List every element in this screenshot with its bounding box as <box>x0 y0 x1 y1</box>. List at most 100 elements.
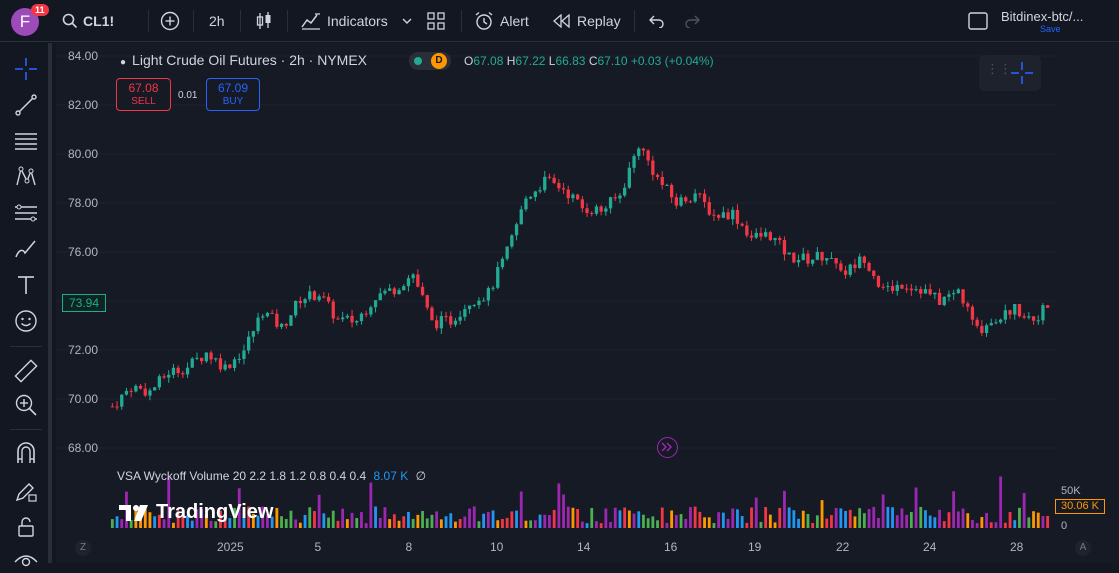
symbol-legend[interactable]: ● Light Crude Oil Futures · 2h · NYMEX <box>120 52 367 68</box>
text-tool[interactable] <box>12 271 40 299</box>
lock-icon <box>18 517 34 537</box>
symbol-search-button[interactable]: CL1! <box>62 0 114 42</box>
candle-body <box>1003 310 1007 320</box>
timezone-button[interactable]: Z <box>75 540 91 556</box>
save-label[interactable]: Save <box>1040 24 1061 34</box>
volume-bar <box>919 506 923 528</box>
volume-bar <box>961 508 965 528</box>
trend-line-tool[interactable] <box>12 91 40 119</box>
volume-bar <box>463 516 467 528</box>
chart-widget-panel[interactable]: ⋮⋮ <box>979 55 1041 91</box>
candle-body <box>190 358 194 368</box>
volume-bar <box>247 506 251 528</box>
candle-body <box>153 387 157 391</box>
hide-tool[interactable] <box>12 545 40 573</box>
volume-bar <box>303 514 307 528</box>
chart-canvas[interactable] <box>56 43 1119 563</box>
volume-axis-top: 50K <box>1061 485 1081 497</box>
chart-type-button[interactable] <box>255 0 273 42</box>
volume-bar <box>872 506 876 528</box>
indicators-label: Indicators <box>327 13 388 29</box>
candle-body <box>759 232 763 237</box>
lock-tool[interactable] <box>12 513 40 541</box>
layouts-button[interactable] <box>427 0 445 42</box>
volume-bar <box>280 516 283 528</box>
candle-body <box>350 315 354 323</box>
candle-body <box>792 252 796 263</box>
auto-scale-button[interactable]: A <box>1075 540 1091 556</box>
interval-button[interactable]: 2h <box>209 13 225 29</box>
candle-body <box>500 258 505 268</box>
scroll-to-realtime-button[interactable] <box>657 437 678 458</box>
measure-tool[interactable] <box>12 357 40 385</box>
candle-body <box>561 188 566 190</box>
zoom-tool[interactable] <box>12 391 40 419</box>
high-value: 67.22 <box>515 54 546 68</box>
sliders-icon <box>15 204 37 222</box>
trend-line-icon <box>15 94 37 116</box>
volume-bar <box>566 506 570 528</box>
forecast-tool[interactable] <box>12 199 40 227</box>
volume-bar <box>909 512 913 528</box>
volume-bar <box>689 507 692 528</box>
drag-handle-icon[interactable]: ⋮⋮ <box>986 61 1012 76</box>
candle-body <box>242 350 246 359</box>
indicators-button[interactable]: Indicators <box>300 0 412 42</box>
layout-toggle[interactable] <box>968 0 988 42</box>
volume-bar <box>980 517 984 528</box>
candle-body <box>618 195 622 199</box>
buy-button[interactable]: 67.09 BUY <box>206 78 260 111</box>
close-key: C <box>588 54 598 68</box>
volume-bar <box>397 520 401 528</box>
data-status-pill[interactable]: D <box>409 52 451 70</box>
volume-legend[interactable]: VSA Wyckoff Volume 20 2.2 1.8 1.2 0.8 0.… <box>117 469 426 483</box>
volume-bar <box>707 517 711 528</box>
volume-bar <box>858 508 862 528</box>
candle-body <box>124 390 129 395</box>
volume-bar <box>783 490 786 528</box>
candle-body <box>580 199 584 209</box>
brush-tool[interactable] <box>12 235 40 263</box>
candle-body <box>881 286 885 288</box>
candle-body <box>218 358 223 370</box>
redo-button[interactable] <box>684 0 702 42</box>
volume-bar <box>336 520 340 528</box>
volume-bar <box>768 514 772 528</box>
candle-body <box>576 194 580 200</box>
lock-drawing-tool[interactable] <box>12 477 40 505</box>
candle-body <box>919 289 923 294</box>
candle-body <box>679 197 683 206</box>
candle-body <box>510 235 514 247</box>
crosshair-tool[interactable] <box>12 55 40 83</box>
volume-bar <box>383 507 387 528</box>
volume-bar <box>360 512 363 528</box>
zoom-in-icon <box>15 394 37 416</box>
undo-button[interactable] <box>647 0 665 42</box>
candle-body <box>928 289 932 295</box>
volume-bar <box>726 518 730 528</box>
pattern-tool[interactable] <box>12 163 40 191</box>
candle-body <box>1008 310 1012 315</box>
candle-body <box>223 364 227 370</box>
volume-bar <box>900 508 904 528</box>
layout-name[interactable]: Bitdinex-btc/... <box>1001 9 1084 24</box>
candle-body <box>364 313 368 315</box>
candle-body <box>402 286 406 291</box>
alert-button[interactable]: Alert <box>474 0 529 42</box>
low-key: L <box>548 54 556 68</box>
replay-button[interactable]: Replay <box>553 0 621 42</box>
price-axis-label: 78.00 <box>68 196 99 210</box>
emoji-tool[interactable] <box>12 307 40 335</box>
volume-bar <box>270 516 274 528</box>
volume-bar <box>515 510 518 528</box>
sell-button[interactable]: 67.08 SELL <box>116 78 171 111</box>
candle-body <box>435 320 439 329</box>
fib-tool[interactable] <box>12 127 40 155</box>
chart-pane[interactable] <box>56 43 1119 563</box>
candle-body <box>975 319 979 326</box>
compare-button[interactable] <box>160 0 180 42</box>
time-axis-label: 10 <box>490 540 504 554</box>
volume-bar <box>157 514 161 528</box>
magnet-tool[interactable] <box>12 439 40 467</box>
tradingview-logo[interactable]: TradingView <box>118 501 273 524</box>
